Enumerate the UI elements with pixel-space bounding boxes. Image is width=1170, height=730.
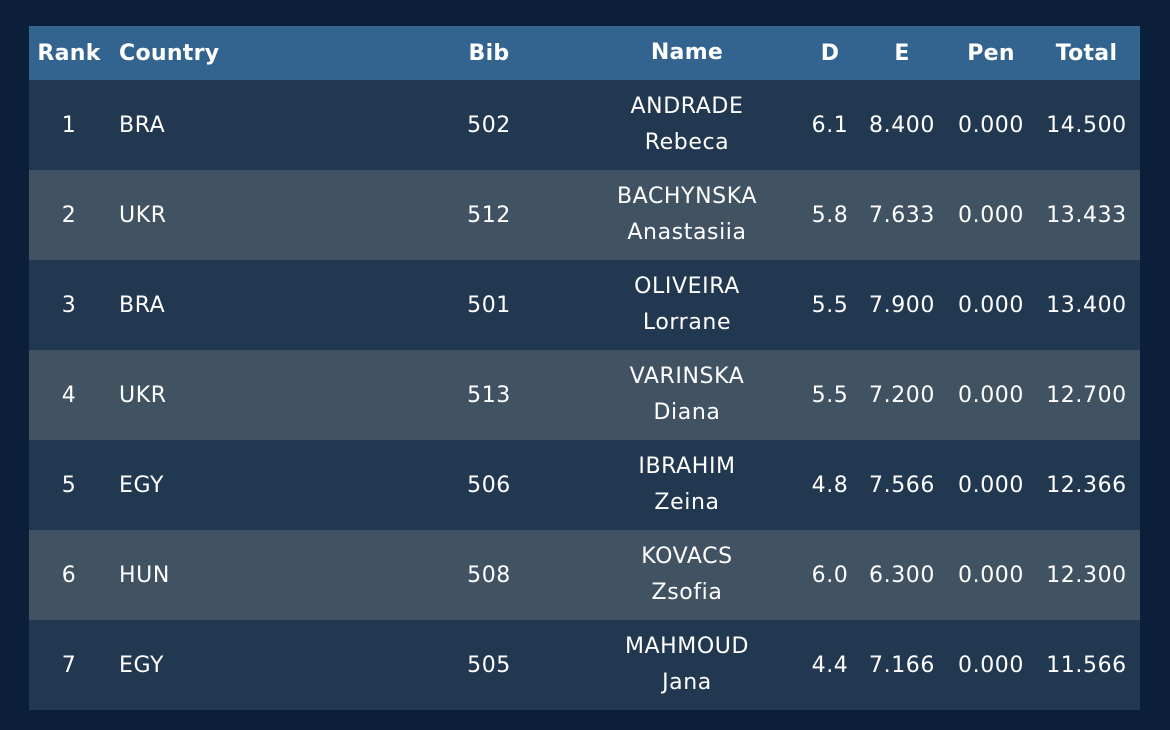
penalty-cell: 0.000 xyxy=(958,202,1024,228)
table-row[interactable]: 7 EGY 505 MAHMOUD Jana 4.4 7.166 0.000 1… xyxy=(29,620,1140,710)
bib-cell: 506 xyxy=(467,472,511,498)
country-cell: BRA xyxy=(119,292,166,318)
first-name: Diana xyxy=(653,400,721,425)
country-cell: BRA xyxy=(119,112,166,138)
d-score-cell: 6.1 xyxy=(811,112,849,138)
rank-cell: 2 xyxy=(61,202,77,228)
name-cell: MAHMOUD Jana xyxy=(569,629,805,701)
bib-cell: 512 xyxy=(467,202,511,228)
d-score-cell: 4.8 xyxy=(811,472,849,498)
surname: OLIVEIRA xyxy=(634,274,740,299)
bib-cell: 501 xyxy=(467,292,511,318)
total-cell: 14.500 xyxy=(1046,112,1127,138)
table-row[interactable]: 2 UKR 512 BACHYNSKA Anastasiia 5.8 7.633… xyxy=(29,170,1140,260)
e-score-cell: 7.166 xyxy=(869,652,935,678)
bib-cell: 502 xyxy=(467,112,511,138)
country-cell: UKR xyxy=(119,382,167,408)
first-name: Rebeca xyxy=(644,130,730,155)
total-cell: 12.366 xyxy=(1046,472,1127,498)
e-score-cell: 7.900 xyxy=(869,292,935,318)
surname: KOVACS xyxy=(641,544,733,569)
surname: VARINSKA xyxy=(629,364,745,389)
e-score-cell: 7.633 xyxy=(869,202,935,228)
e-score-cell: 7.566 xyxy=(869,472,935,498)
rank-cell: 5 xyxy=(61,472,77,498)
total-cell: 13.433 xyxy=(1046,202,1127,228)
d-score-cell: 5.5 xyxy=(811,382,849,408)
rank-cell: 7 xyxy=(61,652,77,678)
header-total[interactable]: Total xyxy=(1055,40,1118,66)
first-name: Lorrane xyxy=(642,310,732,335)
first-name: Zsofia xyxy=(651,580,723,605)
total-cell: 12.300 xyxy=(1046,562,1127,588)
first-name: Jana xyxy=(662,670,712,695)
name-cell: ANDRADE Rebeca xyxy=(569,89,805,161)
bib-cell: 508 xyxy=(467,562,511,588)
table-row[interactable]: 3 BRA 501 OLIVEIRA Lorrane 5.5 7.900 0.0… xyxy=(29,260,1140,350)
header-name[interactable]: Name xyxy=(650,40,724,65)
bib-cell: 513 xyxy=(467,382,511,408)
header-rank[interactable]: Rank xyxy=(37,40,101,66)
penalty-cell: 0.000 xyxy=(958,652,1024,678)
d-score-cell: 4.4 xyxy=(811,652,849,678)
rank-cell: 3 xyxy=(61,292,77,318)
total-cell: 13.400 xyxy=(1046,292,1127,318)
total-cell: 12.700 xyxy=(1046,382,1127,408)
e-score-cell: 7.200 xyxy=(869,382,935,408)
surname: ANDRADE xyxy=(630,94,744,119)
header-d[interactable]: D xyxy=(820,40,840,66)
table-header: Rank Country Bib Name D E Pen Total xyxy=(29,26,1140,80)
name-cell: VARINSKA Diana xyxy=(569,359,805,431)
header-bib[interactable]: Bib xyxy=(468,40,510,66)
d-score-cell: 5.5 xyxy=(811,292,849,318)
table-row[interactable]: 4 UKR 513 VARINSKA Diana 5.5 7.200 0.000… xyxy=(29,350,1140,440)
country-cell: EGY xyxy=(119,652,165,678)
penalty-cell: 0.000 xyxy=(958,472,1024,498)
country-cell: EGY xyxy=(119,472,165,498)
surname: BACHYNSKA xyxy=(616,184,757,209)
table-row[interactable]: 1 BRA 502 ANDRADE Rebeca 6.1 8.400 0.000… xyxy=(29,80,1140,170)
penalty-cell: 0.000 xyxy=(958,562,1024,588)
name-cell: BACHYNSKA Anastasiia xyxy=(569,179,805,251)
first-name: Anastasiia xyxy=(627,220,747,245)
surname: MAHMOUD xyxy=(624,634,750,659)
penalty-cell: 0.000 xyxy=(958,292,1024,318)
rank-cell: 1 xyxy=(61,112,77,138)
e-score-cell: 8.400 xyxy=(869,112,935,138)
header-pen[interactable]: Pen xyxy=(967,40,1015,66)
country-cell: HUN xyxy=(119,562,170,588)
d-score-cell: 6.0 xyxy=(811,562,849,588)
name-cell: KOVACS Zsofia xyxy=(569,539,805,611)
table-row[interactable]: 5 EGY 506 IBRAHIM Zeina 4.8 7.566 0.000 … xyxy=(29,440,1140,530)
header-country[interactable]: Country xyxy=(119,40,220,66)
country-cell: UKR xyxy=(119,202,167,228)
results-table: Rank Country Bib Name D E Pen Total 1 BR… xyxy=(29,26,1140,710)
total-cell: 11.566 xyxy=(1046,652,1127,678)
rank-cell: 4 xyxy=(61,382,77,408)
d-score-cell: 5.8 xyxy=(811,202,849,228)
penalty-cell: 0.000 xyxy=(958,112,1024,138)
first-name: Zeina xyxy=(654,490,720,515)
bib-cell: 505 xyxy=(467,652,511,678)
rank-cell: 6 xyxy=(61,562,77,588)
surname: IBRAHIM xyxy=(638,454,736,479)
e-score-cell: 6.300 xyxy=(869,562,935,588)
header-e[interactable]: E xyxy=(894,40,910,66)
penalty-cell: 0.000 xyxy=(958,382,1024,408)
name-cell: OLIVEIRA Lorrane xyxy=(569,269,805,341)
table-row[interactable]: 6 HUN 508 KOVACS Zsofia 6.0 6.300 0.000 … xyxy=(29,530,1140,620)
name-cell: IBRAHIM Zeina xyxy=(569,449,805,521)
